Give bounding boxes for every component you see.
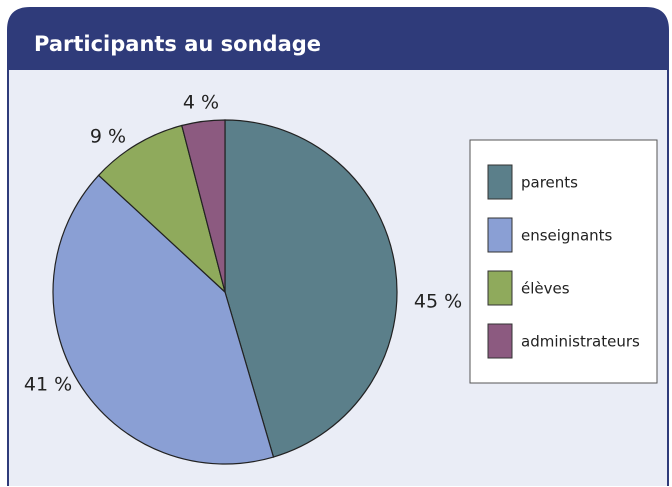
legend-label: parents: [521, 174, 578, 192]
pie-slice: [181, 119, 226, 293]
data-label: 4 %: [183, 92, 219, 114]
legend-label: élèves: [521, 280, 570, 298]
card-header: [8, 8, 668, 70]
legend-swatch: [487, 164, 513, 200]
legend-swatch: [487, 323, 513, 359]
legend-label: administrateurs: [521, 333, 640, 351]
data-label: 9 %: [90, 126, 126, 148]
pie-slice: [52, 174, 275, 465]
legend-label: enseignants: [521, 227, 613, 245]
legend-swatch: [487, 217, 513, 253]
chart-title: Participants au sondage: [34, 32, 321, 56]
legend-swatch: [487, 270, 513, 306]
pie-slice: [224, 119, 398, 458]
pie-slice: [97, 124, 227, 294]
data-label: 45 %: [414, 291, 462, 313]
data-label: 41 %: [24, 374, 72, 396]
